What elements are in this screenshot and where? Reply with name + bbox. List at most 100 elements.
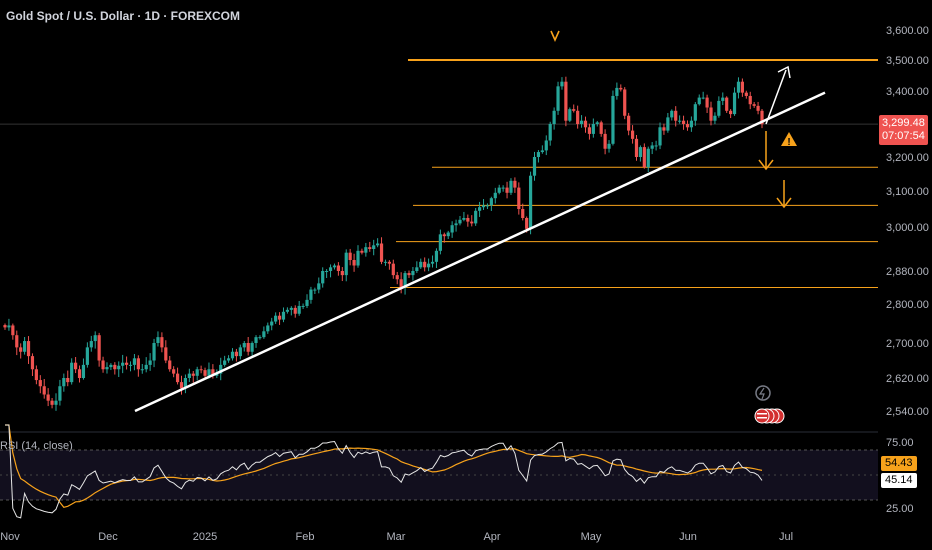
candle-body: [62, 378, 65, 386]
candle-body: [502, 188, 505, 189]
candle-body: [423, 262, 426, 268]
candle-body: [733, 93, 736, 114]
candle-body: [313, 290, 316, 291]
candle-body: [651, 145, 654, 148]
candle-body: [66, 378, 69, 382]
candle-body: [494, 193, 497, 198]
rsi-ma-value-tag: 54.43: [881, 456, 917, 471]
candle-body: [345, 253, 348, 275]
candle-body: [458, 220, 461, 224]
candle-body: [627, 116, 630, 131]
rsi-panel: [0, 425, 878, 518]
candle-body: [611, 96, 614, 144]
candle-body: [333, 266, 336, 268]
candle-body: [266, 325, 269, 331]
candle-body: [141, 369, 144, 370]
y-tick-label: 2,540.00: [886, 406, 929, 418]
annotation-levels: [390, 60, 878, 288]
candle-body: [411, 271, 414, 275]
candle-body: [549, 124, 552, 141]
candle-body: [580, 121, 583, 124]
candle-body: [560, 82, 563, 87]
candle-body: [717, 101, 720, 116]
us-flag-stripe: [757, 417, 767, 419]
warning-icon-glyph: !: [787, 137, 790, 148]
candle-body: [713, 116, 716, 121]
candle-body: [482, 205, 485, 207]
y-tick-label: 2,700.00: [886, 338, 929, 350]
candle-body: [392, 264, 395, 275]
candle-body: [27, 341, 30, 356]
trendline: [135, 93, 825, 411]
candle-body: [121, 363, 124, 366]
candle-body: [474, 211, 477, 224]
candle-body: [631, 131, 634, 139]
x-tick-label: May: [581, 531, 602, 543]
candle-body: [35, 369, 38, 380]
candle-body: [352, 260, 355, 266]
candle-body: [58, 386, 61, 400]
candle-body: [698, 98, 701, 105]
x-tick-label: Nov: [0, 531, 20, 543]
candle-body: [200, 369, 203, 370]
candle-body: [231, 352, 234, 359]
candle-body: [176, 374, 179, 383]
x-tick-label: Mar: [387, 531, 406, 543]
candle-body: [203, 370, 206, 376]
x-tick-label: 2025: [193, 531, 217, 543]
candle-body: [262, 331, 265, 337]
candle-body: [90, 341, 93, 347]
candle-body: [192, 374, 195, 376]
candle-body: [341, 271, 344, 275]
candle-body: [380, 244, 383, 262]
candle-body: [258, 337, 261, 338]
chart-title: Gold Spot / U.S. Dollar · 1D · FOREXCOM: [6, 9, 240, 23]
candle-body: [164, 347, 167, 360]
candle-body: [419, 262, 422, 268]
candle-body: [329, 267, 332, 271]
candle-body: [282, 312, 285, 320]
candle-body: [635, 139, 638, 157]
candle-body: [278, 316, 281, 320]
y-tick-label: 3,500.00: [886, 55, 929, 67]
candle-body: [152, 343, 155, 361]
candle-body: [529, 176, 532, 229]
candle-body: [321, 271, 324, 283]
candle-body: [556, 86, 559, 110]
candle-body: [223, 361, 226, 365]
candle-body: [756, 106, 759, 111]
candle-body: [19, 347, 22, 351]
candle-body: [384, 262, 387, 263]
rsi-label: RSI (14, close): [0, 440, 73, 452]
candle-body: [725, 98, 728, 111]
candle-body: [470, 222, 473, 224]
candle-body: [509, 181, 512, 193]
candle-body: [82, 365, 85, 378]
us-flag-stripe: [757, 413, 767, 415]
y-tick-label: 2,800.00: [886, 299, 929, 311]
candle-body: [251, 343, 254, 352]
candle-body: [364, 247, 367, 253]
candle-body: [737, 82, 740, 93]
candle-body: [670, 111, 673, 118]
candle-body: [533, 157, 536, 176]
candle-body: [188, 374, 191, 378]
candle-body: [600, 122, 603, 134]
candle-body: [607, 144, 610, 149]
price-tag-value: 3,299.48: [882, 117, 925, 130]
candle-body: [98, 335, 101, 360]
candle-body: [498, 188, 501, 193]
candle-body: [647, 149, 650, 167]
candle-body: [294, 308, 297, 314]
candle-body: [396, 275, 399, 279]
candle-body: [478, 207, 481, 211]
candle-body: [702, 98, 705, 99]
candle-body: [439, 234, 442, 251]
candle-body: [435, 251, 438, 262]
candle-body: [486, 205, 489, 206]
candle-body: [74, 363, 77, 370]
candle-body: [674, 111, 677, 121]
candle-body: [356, 251, 359, 266]
candle-body: [541, 150, 544, 152]
